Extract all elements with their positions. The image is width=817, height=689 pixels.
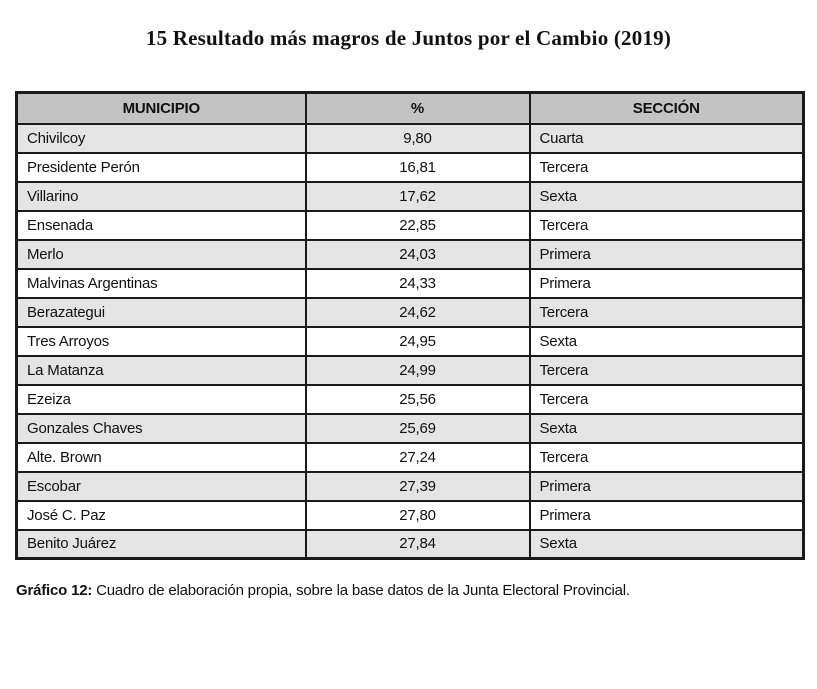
- cell-seccion: Sexta: [528, 325, 805, 357]
- cell-seccion: Primera: [528, 470, 805, 502]
- cell-seccion: Sexta: [528, 412, 805, 444]
- cell-seccion: Tercera: [528, 151, 805, 183]
- cell-municipio: Merlo: [15, 238, 307, 270]
- cell-seccion: Primera: [528, 499, 805, 531]
- cell-municipio: Presidente Perón: [15, 151, 307, 183]
- cell-percent: 24,03: [304, 238, 531, 270]
- cell-municipio: Ezeiza: [15, 383, 307, 415]
- cell-seccion: Tercera: [528, 296, 805, 328]
- cell-seccion: Tercera: [528, 209, 805, 241]
- table-row: La Matanza 24,99 Tercera: [15, 354, 805, 386]
- cell-percent: 24,95: [304, 325, 531, 357]
- cell-municipio: Chivilcoy: [15, 122, 307, 154]
- cell-seccion: Primera: [528, 267, 805, 299]
- table-body: Chivilcoy 9,80 Cuarta Presidente Perón 16,81…: [15, 122, 805, 560]
- cell-percent: 25,69: [304, 412, 531, 444]
- table-row: Berazategui 24,62 Tercera: [15, 296, 805, 328]
- table-header-row: MUNICIPIO % SECCIÓN: [15, 91, 805, 125]
- cell-seccion: Cuarta: [528, 122, 805, 154]
- column-header-percent: %: [304, 91, 531, 125]
- cell-percent: 27,39: [304, 470, 531, 502]
- table-row: Tres Arroyos 24,95 Sexta: [15, 325, 805, 357]
- cell-percent: 9,80: [304, 122, 531, 154]
- table-row: Escobar 27,39 Primera: [15, 470, 805, 502]
- column-header-municipio: MUNICIPIO: [15, 91, 307, 125]
- caption: Gráfico 12: Cuadro de elaboración propia…: [0, 560, 817, 599]
- table-row: Ensenada 22,85 Tercera: [15, 209, 805, 241]
- table-row: Benito Juárez 27,84 Sexta: [15, 528, 805, 560]
- cell-percent: 16,81: [304, 151, 531, 183]
- cell-seccion: Sexta: [528, 180, 805, 212]
- cell-municipio: Berazategui: [15, 296, 307, 328]
- table-row: Alte. Brown 27,24 Tercera: [15, 441, 805, 473]
- cell-municipio: Alte. Brown: [15, 441, 307, 473]
- cell-municipio: Malvinas Argentinas: [15, 267, 307, 299]
- cell-seccion: Tercera: [528, 354, 805, 386]
- cell-percent: 27,24: [304, 441, 531, 473]
- cell-percent: 17,62: [304, 180, 531, 212]
- table-row: Gonzales Chaves 25,69 Sexta: [15, 412, 805, 444]
- cell-municipio: Ensenada: [15, 209, 307, 241]
- cell-seccion: Tercera: [528, 441, 805, 473]
- caption-label: Gráfico 12:: [16, 582, 93, 599]
- cell-percent: 25,56: [304, 383, 531, 415]
- table-row: Chivilcoy 9,80 Cuarta: [15, 122, 805, 154]
- cell-municipio: Tres Arroyos: [15, 325, 307, 357]
- cell-municipio: José C. Paz: [15, 499, 307, 531]
- cell-seccion: Primera: [528, 238, 805, 270]
- column-header-seccion: SECCIÓN: [528, 91, 805, 125]
- table-row: Presidente Perón 16,81 Tercera: [15, 151, 805, 183]
- cell-municipio: La Matanza: [15, 354, 307, 386]
- cell-municipio: Gonzales Chaves: [15, 412, 307, 444]
- table-row: Villarino 17,62 Sexta: [15, 180, 805, 212]
- cell-percent: 24,33: [304, 267, 531, 299]
- cell-municipio: Villarino: [15, 180, 307, 212]
- table-row: Ezeiza 25,56 Tercera: [15, 383, 805, 415]
- cell-seccion: Sexta: [528, 528, 805, 560]
- results-table: MUNICIPIO % SECCIÓN Chivilcoy 9,80 Cuarta P…: [15, 91, 805, 560]
- caption-text: Cuadro de elaboración propia, sobre la b…: [92, 582, 630, 599]
- table-row: Malvinas Argentinas 24,33 Primera: [15, 267, 805, 299]
- cell-percent: 27,84: [304, 528, 531, 560]
- cell-municipio: Escobar: [15, 470, 307, 502]
- cell-percent: 27,80: [304, 499, 531, 531]
- table-row: José C. Paz 27,80 Primera: [15, 499, 805, 531]
- page-title: 15 Resultado más magros de Juntos por el…: [145, 26, 672, 50]
- table-row: Merlo 24,03 Primera: [15, 238, 805, 270]
- cell-percent: 24,62: [304, 296, 531, 328]
- cell-percent: 22,85: [304, 209, 531, 241]
- cell-seccion: Tercera: [528, 383, 805, 415]
- cell-percent: 24,99: [304, 354, 531, 386]
- cell-municipio: Benito Juárez: [15, 528, 307, 560]
